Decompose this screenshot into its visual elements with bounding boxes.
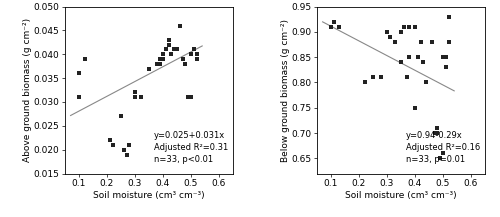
Point — [411, 106, 419, 110]
Point — [442, 55, 450, 59]
Point — [383, 30, 391, 34]
Point — [444, 40, 452, 44]
Point — [164, 43, 172, 46]
Y-axis label: Above ground biomass (g cm⁻²): Above ground biomass (g cm⁻²) — [23, 18, 32, 162]
Point — [378, 76, 386, 79]
Point — [156, 62, 164, 66]
Point — [145, 67, 153, 70]
X-axis label: Soil moisture (cm³ cm⁻³): Soil moisture (cm³ cm⁻³) — [345, 191, 457, 200]
Point — [442, 66, 450, 69]
Point — [392, 40, 400, 44]
Point — [122, 153, 130, 156]
Point — [439, 152, 447, 155]
Point — [80, 57, 88, 61]
Point — [327, 25, 335, 28]
Point — [397, 61, 405, 64]
Point — [434, 131, 442, 135]
Point — [336, 25, 344, 28]
Point — [156, 57, 164, 61]
Point — [402, 76, 410, 79]
Point — [414, 55, 422, 59]
Point — [106, 138, 114, 142]
Point — [400, 25, 408, 28]
Point — [369, 76, 377, 79]
Point — [173, 48, 181, 51]
Point — [159, 57, 167, 61]
Point — [439, 55, 447, 59]
Point — [187, 53, 195, 56]
Point — [178, 57, 186, 61]
Point — [397, 30, 405, 34]
Point — [416, 40, 424, 44]
Point — [420, 61, 428, 64]
Point — [170, 48, 178, 51]
Point — [190, 48, 198, 51]
Point — [422, 81, 430, 84]
Point — [154, 62, 162, 66]
Text: y=0.025+0.031x
Adjusted R²=0.31
n=33, p<0.01: y=0.025+0.031x Adjusted R²=0.31 n=33, p<… — [154, 131, 228, 164]
Point — [159, 53, 167, 56]
Point — [162, 48, 170, 51]
Point — [184, 95, 192, 99]
Point — [131, 95, 139, 99]
Point — [428, 40, 436, 44]
Point — [360, 81, 368, 84]
Point — [436, 157, 444, 160]
Point — [131, 91, 139, 94]
Point — [330, 20, 338, 23]
Point — [136, 95, 144, 99]
Point — [164, 38, 172, 42]
Point — [176, 24, 184, 27]
Point — [434, 126, 442, 130]
Point — [182, 62, 190, 66]
Point — [411, 25, 419, 28]
Y-axis label: Below ground biomass (g cm⁻²): Below ground biomass (g cm⁻²) — [281, 19, 290, 161]
Point — [187, 95, 195, 99]
Point — [386, 35, 394, 39]
Point — [430, 131, 438, 135]
Point — [120, 148, 128, 151]
Point — [108, 143, 116, 147]
Point — [192, 53, 200, 56]
Point — [117, 115, 125, 118]
Point — [75, 72, 83, 75]
X-axis label: Soil moisture (cm³ cm⁻³): Soil moisture (cm³ cm⁻³) — [93, 191, 205, 200]
Text: y=0.94-0.29x
Adjusted R²=0.16
n=33, p=0.01: y=0.94-0.29x Adjusted R²=0.16 n=33, p=0.… — [406, 131, 480, 164]
Point — [126, 143, 134, 147]
Point — [168, 53, 175, 56]
Point — [444, 15, 452, 18]
Point — [406, 55, 413, 59]
Point — [192, 57, 200, 61]
Point — [406, 25, 413, 28]
Point — [75, 95, 83, 99]
Point — [436, 157, 444, 160]
